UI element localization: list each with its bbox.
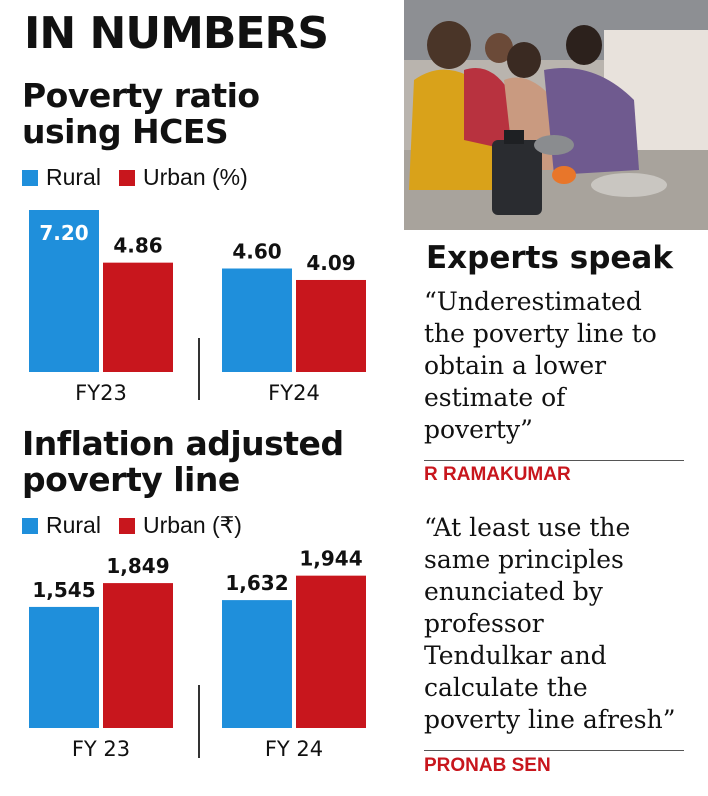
bar-urban-fy24	[296, 279, 366, 372]
data-label-urban-fy23: 1,849	[106, 554, 169, 578]
data-label-rural-fy24: 1,632	[225, 571, 288, 595]
bar-rural-fy23	[29, 210, 99, 372]
bar-urban-fy23	[103, 262, 173, 372]
bar-urban-fy24	[296, 575, 366, 728]
bar-urban-fy23	[103, 583, 173, 728]
category-label-fy24: FY24	[268, 381, 320, 405]
experts-title: Experts speak	[426, 240, 673, 276]
quote-line: “Underestimated	[424, 287, 642, 316]
chart2-legend: Rural Urban (₹)	[22, 512, 242, 539]
quote-line: poverty”	[424, 415, 533, 444]
bar-rural-fy23	[29, 606, 99, 728]
legend-urban-label: Urban (₹)	[142, 512, 242, 538]
attribution-ramakumar: R RAMAKUMAR	[424, 464, 571, 485]
poverty-ratio-chart: 7.20 4.86 FY23 4.60 4.09 FY24	[29, 210, 366, 405]
poverty-line-chart: 1,545 1,849 FY 23 1,632 1,944 FY 24	[29, 547, 366, 761]
quote-line: “At least use the	[424, 513, 631, 542]
bar-rural-fy24	[222, 600, 292, 728]
quote-line: obtain a lower	[424, 351, 607, 380]
quote-line: professor	[424, 609, 544, 638]
page-title: IN NUMBERS	[24, 8, 329, 59]
news-photo-illustration	[404, 0, 708, 230]
chart1-title-line-1: Poverty ratio	[22, 76, 260, 115]
data-label-urban-fy23: 4.86	[113, 234, 162, 258]
data-label-urban-fy24: 1,944	[299, 547, 362, 571]
bar-rural-fy24	[222, 268, 292, 372]
chart2-title: Inflation adjusted poverty line	[22, 426, 344, 498]
chart1-legend: Rural Urban (%)	[22, 164, 248, 191]
data-label-urban-fy24: 4.09	[306, 251, 355, 275]
quote-line: estimate of	[424, 383, 566, 412]
divider	[424, 750, 684, 751]
quote-line: calculate the	[424, 673, 588, 702]
quote-line: Tendulkar and	[424, 641, 607, 670]
legend-rural-label: Rural	[46, 512, 101, 538]
category-label-fy23: FY 23	[72, 737, 130, 761]
legend-rural-swatch	[22, 169, 38, 186]
category-label-fy23: FY23	[75, 381, 127, 405]
quote-line: poverty line afresh”	[424, 705, 676, 734]
legend-rural-label: Rural	[46, 164, 101, 190]
chart1-title: Poverty ratio using HCES	[22, 78, 260, 150]
quote-sen: “At least use the same principles enunci…	[424, 512, 696, 736]
news-photo	[404, 0, 708, 230]
chart1-title-line-2: using HCES	[22, 112, 229, 151]
quote-ramakumar: “Underestimated the poverty line to obta…	[424, 286, 696, 446]
data-label-rural-fy23: 7.20	[39, 221, 88, 245]
legend-urban-swatch	[118, 169, 135, 186]
category-label-fy24: FY 24	[265, 737, 323, 761]
divider	[424, 460, 684, 461]
quote-line: same principles	[424, 545, 624, 574]
quote-line: the poverty line to	[424, 319, 657, 348]
legend-rural-swatch	[22, 517, 38, 534]
legend-urban-swatch	[118, 517, 135, 534]
chart2-title-line-1: Inflation adjusted	[22, 424, 344, 463]
quote-line: enunciated by	[424, 577, 603, 606]
attribution-sen: PRONAB SEN	[424, 755, 551, 776]
legend-urban-label: Urban (%)	[142, 164, 248, 190]
data-label-rural-fy24: 4.60	[232, 240, 281, 264]
chart2-title-line-2: poverty line	[22, 460, 240, 499]
data-label-rural-fy23: 1,545	[32, 578, 95, 602]
